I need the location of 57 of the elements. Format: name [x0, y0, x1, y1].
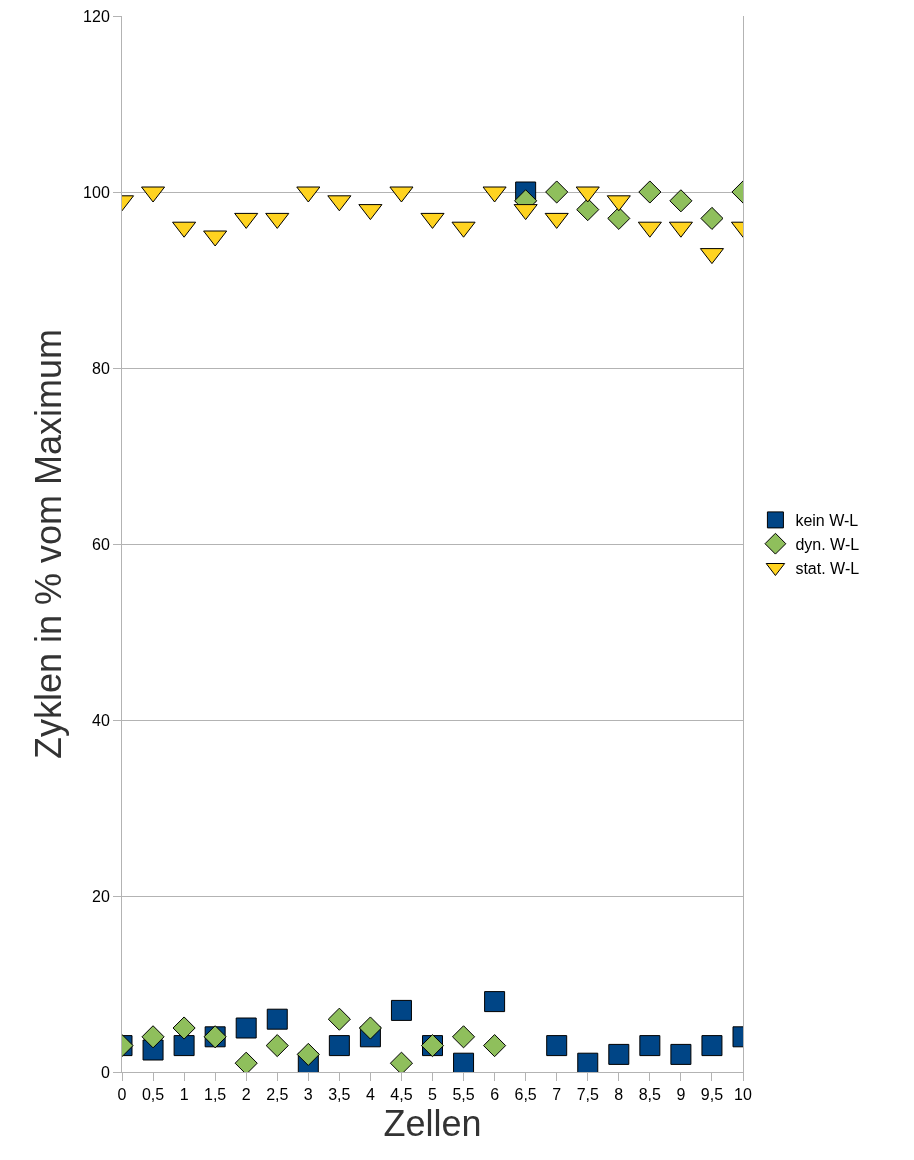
point	[452, 1025, 476, 1049]
point	[327, 1007, 351, 1031]
x-tick-label: 4	[365, 1086, 375, 1104]
x-tick-label: 5	[428, 1086, 438, 1104]
x-tick-label: 3	[303, 1086, 313, 1104]
point	[172, 1016, 196, 1040]
x-tick-label: 10	[734, 1086, 752, 1104]
point	[296, 1042, 320, 1066]
point	[389, 1051, 413, 1072]
x-tick-label: 1,5	[204, 1086, 227, 1104]
legend-label: stat. W-L	[795, 559, 860, 577]
y-tick-label: 60	[92, 535, 110, 553]
point	[235, 1017, 257, 1039]
x-tick-label: 6,5	[514, 1086, 537, 1104]
y-tick-label: 40	[92, 711, 110, 729]
x-tick-label: 3,5	[328, 1086, 351, 1104]
x-tick-label: 7	[552, 1086, 562, 1104]
point	[390, 999, 412, 1021]
point	[265, 1034, 289, 1058]
point	[234, 1051, 258, 1072]
y-tick-label: 20	[92, 887, 110, 905]
x-axis-title: Zellen	[383, 1103, 482, 1145]
x-tick-label: 2,5	[266, 1086, 289, 1104]
y-tick-label: 100	[83, 183, 110, 201]
legend-label: dyn. W-L	[795, 535, 860, 553]
legend-label: kein W-L	[795, 512, 859, 530]
point	[701, 1035, 723, 1057]
point	[358, 1016, 382, 1040]
y-axis-title: Zyklen in % vom Maximum	[28, 328, 69, 760]
x-tick-label: 7,5	[576, 1086, 599, 1104]
point	[328, 1035, 350, 1057]
y-tick-label: 80	[92, 359, 110, 377]
point	[608, 1043, 630, 1065]
y-tick-label: 120	[83, 7, 110, 25]
point	[576, 198, 600, 222]
x-tick-label: 5,5	[452, 1086, 475, 1104]
x-tick-label: 8	[614, 1086, 624, 1104]
point	[546, 1035, 568, 1057]
point	[670, 1043, 692, 1065]
x-tick-label: 6	[490, 1086, 500, 1104]
x-tick-label: 9,5	[700, 1086, 724, 1104]
y-tick-label: 0	[100, 1063, 110, 1081]
x-tick-label: 0	[117, 1086, 127, 1104]
point	[266, 1008, 288, 1030]
x-tick-label: 1	[179, 1086, 189, 1104]
point	[173, 1035, 195, 1057]
point	[484, 991, 506, 1013]
x-tick-label: 4,5	[390, 1086, 413, 1104]
x-tick-label: 0,5	[141, 1086, 165, 1104]
point	[577, 1052, 599, 1072]
x-tick-label: 2	[241, 1086, 251, 1104]
point	[639, 1035, 661, 1057]
point	[141, 1025, 165, 1049]
x-tick-label: 9	[676, 1086, 686, 1104]
x-tick-label: 8,5	[638, 1086, 662, 1104]
point	[483, 1034, 507, 1058]
point	[453, 1052, 475, 1072]
